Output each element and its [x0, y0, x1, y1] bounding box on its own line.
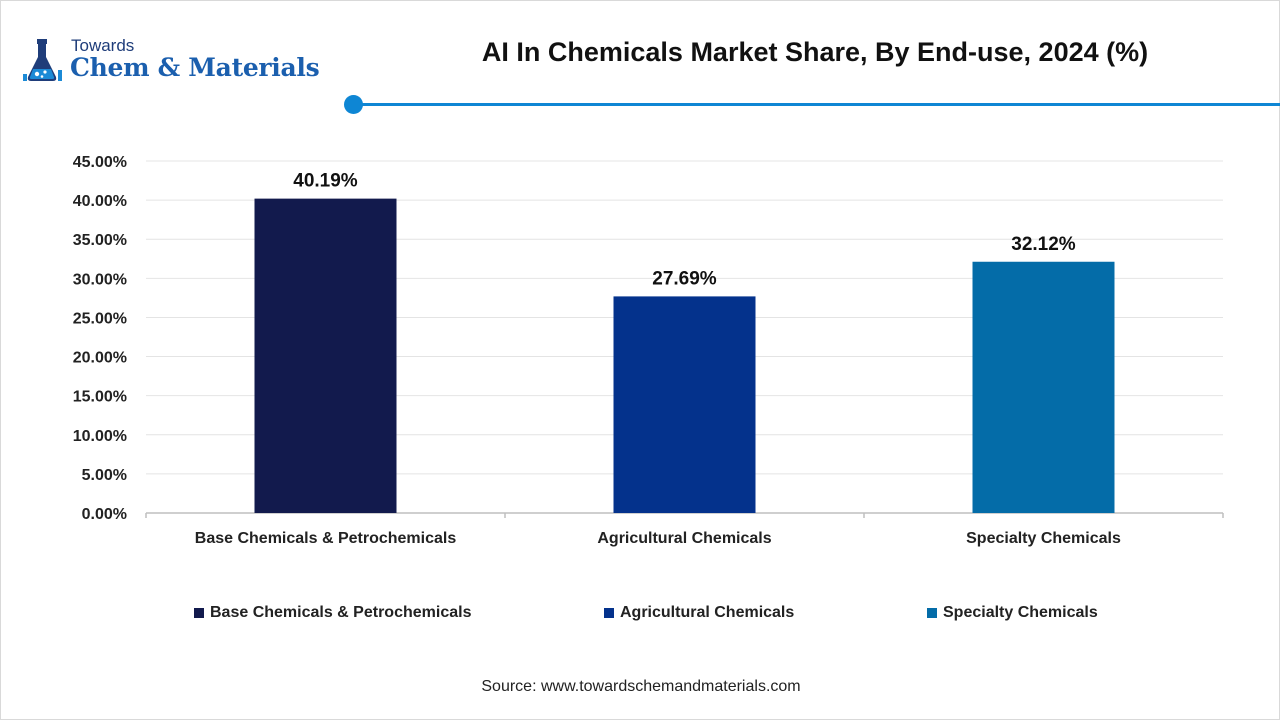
y-tick-label: 10.00%: [73, 428, 127, 445]
y-tick-label: 5.00%: [82, 467, 127, 484]
chemistry-flask-icon: [23, 39, 62, 81]
y-tick-label: 30.00%: [73, 271, 127, 288]
chart-title: AI In Chemicals Market Share, By End-use…: [481, 37, 1149, 67]
y-tick-label: 35.00%: [73, 232, 127, 249]
data-label: 27.69%: [652, 268, 717, 289]
title-underline-dot: [344, 95, 363, 114]
x-tick-label: Agricultural Chemicals: [597, 530, 771, 547]
x-tick-label: Base Chemicals & Petrochemicals: [195, 530, 457, 547]
y-tick-label: 20.00%: [73, 350, 127, 367]
bar-chart: 0.00% 5.00% 10.00% 15.00% 20.00% 25.00% 30.00%…: [73, 154, 1224, 547]
bar: [613, 296, 756, 513]
legend-item-base-chemicals: Base Chemicals & Petrochemicals: [194, 604, 471, 622]
y-tick-label: 15.00%: [73, 389, 127, 406]
bar: [254, 198, 397, 514]
bar: [972, 261, 1115, 513]
y-tick-label: 40.00%: [73, 193, 127, 210]
legend-label-specialty-chemicals: Specialty Chemicals: [943, 604, 1098, 621]
logo-text-towards: Towards: [71, 36, 135, 55]
legend-label-base-chemicals: Base Chemicals & Petrochemicals: [210, 604, 472, 621]
legend-swatch-base-chemicals: [194, 608, 204, 618]
y-tick-label: 25.00%: [73, 310, 127, 327]
title-underline: [353, 103, 1280, 106]
x-tick-label: Specialty Chemicals: [966, 530, 1121, 547]
y-tick-label: 45.00%: [73, 154, 127, 171]
source-note: Source: www.towardschemandmaterials.com: [481, 678, 801, 695]
data-label: 40.19%: [293, 171, 358, 192]
logo-text-main: Chem & Materials: [70, 53, 320, 82]
legend-swatch-agricultural-chemicals: [604, 608, 614, 618]
legend-swatch-specialty-chemicals: [927, 608, 937, 618]
chart-legend: Base Chemicals & Petrochemicals Agricult…: [1, 604, 1280, 626]
legend-label-agricultural-chemicals: Agricultural Chemicals: [620, 604, 795, 621]
legend-item-specialty-chemicals: Specialty Chemicals: [927, 604, 1098, 622]
data-label: 32.12%: [1011, 234, 1076, 255]
legend-item-agricultural-chemicals: Agricultural Chemicals: [604, 604, 794, 622]
y-tick-label: 0.00%: [82, 506, 127, 523]
brand-logo[interactable]: Towards Chem & Materials: [23, 37, 343, 87]
